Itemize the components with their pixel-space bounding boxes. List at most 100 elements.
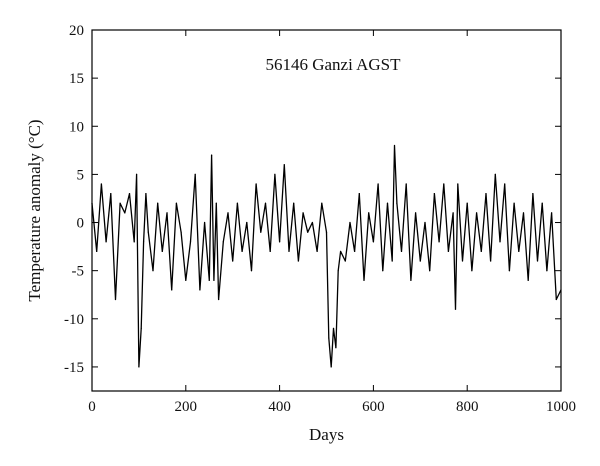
data-point <box>218 298 220 301</box>
x-tick-label: 1000 <box>546 399 576 415</box>
data-point <box>246 221 248 224</box>
data-point <box>274 173 276 175</box>
data-point <box>518 250 520 253</box>
data-point <box>337 270 339 272</box>
data-point <box>124 212 126 214</box>
data-point <box>391 260 393 262</box>
data-point <box>560 289 562 291</box>
data-point <box>424 221 426 224</box>
data-point <box>302 212 304 214</box>
series-line <box>91 144 562 368</box>
data-point <box>227 212 229 214</box>
data-point <box>166 212 168 214</box>
data-point <box>145 193 147 195</box>
series-layer <box>91 144 562 368</box>
x-tick-label: 400 <box>268 399 291 415</box>
y-axis-title: Temperature anomaly (°C) <box>25 119 44 301</box>
x-tick-label: 800 <box>456 399 479 415</box>
data-point <box>91 202 93 204</box>
data-point <box>400 250 403 253</box>
data-point <box>180 231 182 233</box>
data-point <box>157 202 159 204</box>
data-point <box>513 202 515 204</box>
data-point <box>490 260 492 262</box>
data-point <box>279 241 281 243</box>
y-tick-label: 10 <box>69 119 84 135</box>
data-point <box>405 183 407 185</box>
y-tick-label: 5 <box>77 167 85 183</box>
data-point <box>171 289 173 291</box>
data-point <box>443 183 445 185</box>
data-point <box>119 202 121 204</box>
data-point <box>189 241 192 243</box>
data-point <box>499 241 501 243</box>
data-point <box>213 279 215 281</box>
data-point <box>386 202 389 204</box>
data-point <box>142 241 145 243</box>
y-tick-label: -5 <box>72 264 85 280</box>
data-point <box>485 193 487 195</box>
data-point <box>555 298 557 301</box>
y-tick-label: 20 <box>69 23 84 39</box>
y-tick-label: 15 <box>69 71 84 87</box>
data-point <box>335 347 337 349</box>
data-point <box>185 279 187 281</box>
data-point <box>494 173 496 175</box>
data-point <box>457 183 459 185</box>
data-point <box>527 279 529 281</box>
data-point <box>283 164 285 166</box>
data-point <box>354 250 356 253</box>
data-point <box>504 183 506 185</box>
data-point <box>410 279 412 281</box>
data-point <box>241 250 243 253</box>
data-point <box>433 193 435 195</box>
data-point <box>344 260 346 262</box>
data-point <box>135 173 138 175</box>
y-tick-label: -10 <box>64 312 84 328</box>
data-point <box>321 202 323 204</box>
data-point <box>293 202 295 204</box>
data-point <box>447 250 450 253</box>
data-point <box>147 231 149 233</box>
data-point <box>194 173 196 175</box>
y-axis: -15 -10 -5 0 5 10 15 20 <box>64 23 561 376</box>
data-point <box>452 212 454 214</box>
data-point <box>438 241 440 243</box>
data-point <box>325 231 328 233</box>
x-tick-label: 0 <box>88 399 96 415</box>
data-point <box>140 327 142 330</box>
data-point <box>358 193 360 195</box>
data-point <box>128 193 131 195</box>
data-point <box>368 212 370 214</box>
data-point <box>96 250 98 253</box>
data-point <box>138 366 140 368</box>
data-point <box>215 202 217 204</box>
data-point <box>332 327 335 330</box>
y-tick-label: -15 <box>64 360 84 376</box>
x-tick-label: 200 <box>175 399 198 415</box>
data-point <box>508 270 511 272</box>
data-point <box>264 202 267 204</box>
data-point <box>339 250 342 253</box>
data-point <box>269 250 271 253</box>
data-point <box>100 183 102 185</box>
data-point <box>415 212 417 214</box>
data-point <box>255 183 257 185</box>
data-point <box>349 221 351 224</box>
data-point <box>236 202 238 204</box>
data-point <box>250 270 253 272</box>
data-point <box>551 212 553 214</box>
plot-frame <box>91 29 562 392</box>
x-axis-title: Days <box>309 425 344 444</box>
data-point <box>330 366 332 368</box>
data-point <box>522 212 525 214</box>
x-tick-label: 600 <box>362 399 385 415</box>
data-point <box>199 289 201 291</box>
data-point <box>222 241 224 243</box>
data-point <box>161 250 163 253</box>
data-point <box>105 241 107 243</box>
data-point <box>152 270 154 272</box>
data-point <box>541 202 543 204</box>
data-point <box>532 193 534 195</box>
